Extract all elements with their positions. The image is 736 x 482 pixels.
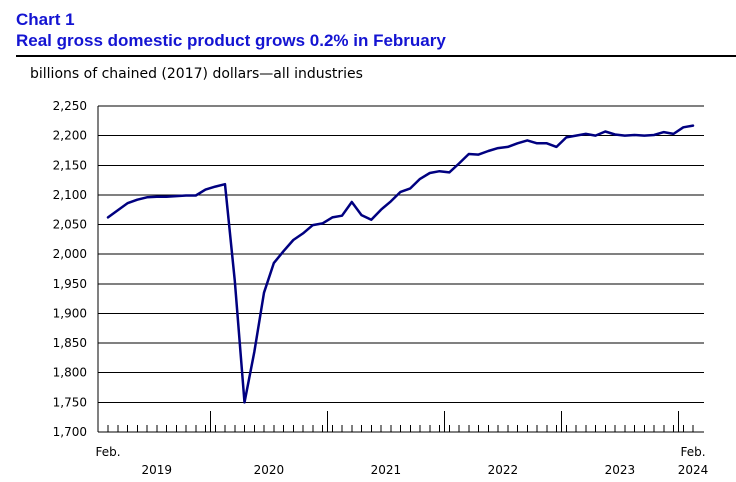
x-period-label: Feb. [95,445,120,459]
x-year-label: 2021 [371,463,402,477]
y-tick-label: 2,000 [53,247,87,261]
x-year-label: 2024 [678,463,709,477]
chart-label: Chart 1 [16,10,75,29]
y-axis-unit-label: billions of chained (2017) dollars—all i… [30,66,363,82]
y-tick-label: 1,800 [53,366,87,380]
series-line-real-gdp [106,124,695,404]
y-axis: 1,700 1,750 1,800 1,850 1,900 1,950 2,000 2,050… [53,99,99,439]
x-year-label: 2022 [488,463,519,477]
title-rule [16,55,736,57]
x-axis: Feb. Feb. 2019 2020 2021 2022 2023 2024 [95,411,708,477]
x-year-label: 2023 [605,463,636,477]
gridlines [98,105,704,403]
series-layer [106,124,695,404]
y-tick-label: 1,900 [53,306,87,320]
y-tick-label: 1,950 [53,277,87,291]
x-period-label: Feb. [680,445,705,459]
y-tick-label: 1,700 [53,425,87,439]
y-tick-label: 2,050 [53,218,87,232]
y-tick-label: 2,200 [53,129,87,143]
x-year-label: 2019 [141,463,172,477]
y-tick-label: 2,100 [53,188,87,202]
x-year-label: 2020 [254,463,285,477]
y-tick-label: 1,850 [53,336,87,350]
y-tick-label: 1,750 [53,395,87,409]
y-tick-label: 2,250 [53,99,87,113]
y-tick-label: 2,150 [53,158,87,172]
chart-title: Real gross domestic product grows 0.2% i… [16,31,446,50]
